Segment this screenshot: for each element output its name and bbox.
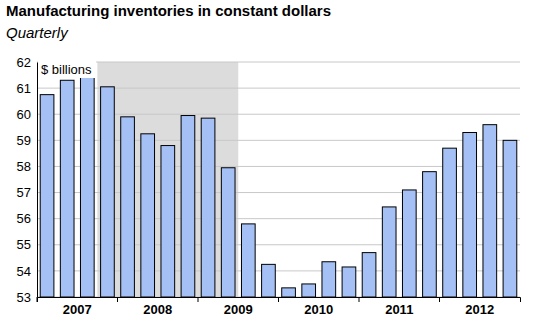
x-tick-mark — [37, 297, 38, 302]
bar — [483, 125, 497, 297]
bar — [221, 168, 235, 297]
x-tick-mark — [198, 297, 199, 302]
y-tick-label: 60 — [17, 107, 31, 122]
bar — [302, 284, 316, 297]
bar — [342, 267, 356, 297]
x-tick-label: 2012 — [465, 302, 494, 317]
x-axis-line — [38, 298, 521, 303]
bars — [40, 75, 517, 297]
bar — [40, 95, 54, 297]
x-tick-label: 2010 — [304, 302, 333, 317]
x-tick-mark — [117, 297, 118, 302]
bar — [503, 140, 517, 297]
y-tick-label: 53 — [17, 290, 31, 305]
bar — [282, 288, 296, 297]
x-axis: 2007 2008 2009 2010 2011 2012 — [37, 297, 521, 317]
y-tick: 61 — [17, 81, 37, 96]
bar — [80, 75, 94, 297]
y-tick: 55 — [17, 237, 37, 252]
bar — [463, 133, 477, 298]
y-tick-label: 57 — [17, 185, 31, 200]
y-tick: 59 — [17, 133, 37, 148]
y-axis-line — [37, 63, 38, 298]
y-tick: 60 — [17, 107, 37, 122]
bar — [423, 172, 437, 297]
y-tick-label: 56 — [17, 211, 31, 226]
x-tick: 2009 — [198, 297, 253, 317]
x-tick-mark — [278, 297, 279, 302]
y-tick: 58 — [17, 159, 37, 174]
bar — [60, 80, 74, 297]
x-tick: 2011 — [359, 297, 413, 317]
bar — [121, 117, 135, 297]
title: Manufacturing inventories in constant do… — [6, 2, 331, 19]
grid-line — [37, 62, 520, 63]
bar — [402, 190, 416, 297]
shaded-region — [97, 62, 238, 297]
y-tick-label: 54 — [17, 264, 31, 279]
y-axis: 53 54 55 56 57 58 59 60 61 62 — [17, 55, 38, 305]
y-tick: 53 — [17, 290, 37, 305]
y-tick: 62 — [17, 55, 37, 70]
grid — [37, 62, 520, 297]
bar — [101, 87, 115, 297]
bar — [322, 262, 336, 297]
y-label-background — [38, 61, 96, 78]
x-tick-label: 2007 — [63, 302, 92, 317]
bar — [362, 253, 376, 297]
x-tick: 2010 — [279, 297, 334, 317]
bar — [241, 224, 255, 297]
x-tick: 2007 — [37, 297, 92, 317]
bar — [262, 264, 276, 297]
bar — [141, 134, 155, 297]
x-tick-label: 2011 — [385, 302, 413, 317]
x-tick-mark — [359, 297, 360, 302]
x-tick-mark — [439, 297, 440, 302]
bar — [382, 207, 396, 297]
y-tick-label: 61 — [17, 81, 31, 96]
y-tick-label: 58 — [17, 159, 31, 174]
bar — [161, 146, 175, 297]
y-tick: 54 — [17, 264, 37, 279]
plot: 53 54 55 56 57 58 59 60 61 62 2007 2008 2009 2010 2011… — [17, 55, 521, 318]
bar — [201, 118, 215, 297]
y-tick-label: 62 — [17, 55, 31, 70]
x-tick: 2012 — [440, 297, 495, 317]
y-tick-label: 55 — [17, 237, 31, 252]
y-tick-label: 59 — [17, 133, 31, 148]
y-tick: 56 — [17, 211, 37, 226]
x-tick-label: 2009 — [224, 302, 253, 317]
y-tick: 57 — [17, 185, 37, 200]
y-label: $ billions — [41, 62, 92, 77]
subtitle: Quarterly — [6, 24, 69, 41]
x-tick-label: 2008 — [143, 302, 172, 317]
y-label-group: $ billions — [38, 61, 96, 78]
bar — [443, 148, 457, 297]
bar — [181, 116, 195, 297]
x-tick: 2008 — [118, 297, 173, 317]
